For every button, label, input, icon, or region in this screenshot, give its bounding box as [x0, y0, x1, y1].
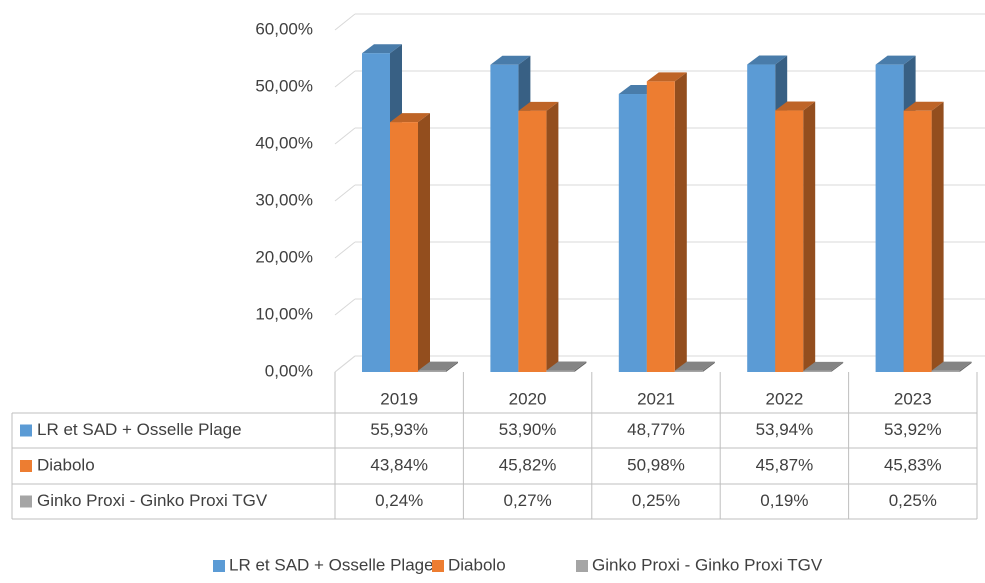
table-cell: 0,25% [632, 491, 680, 510]
y-tick-label: 20,00% [255, 247, 313, 266]
grid-line-side [334, 13, 356, 31]
table-legend-key [20, 424, 32, 437]
grid-line-side [334, 355, 356, 373]
bar-top [674, 361, 715, 371]
grid-line-side [334, 184, 356, 202]
bar-top [518, 101, 559, 111]
grid-line-side [334, 298, 356, 316]
y-tick-label: 60,00% [255, 19, 313, 38]
table-cell: 45,87% [756, 455, 814, 474]
legend-key [432, 560, 444, 572]
x-tick-label: 2021 [637, 389, 675, 408]
table-cell: 43,84% [370, 455, 428, 474]
bar-side [546, 101, 559, 373]
bar-side [574, 361, 587, 372]
bar-top [803, 361, 844, 371]
bar [618, 94, 647, 373]
bar [674, 370, 703, 372]
bar-top [390, 113, 430, 123]
table-cell: 0,19% [760, 491, 808, 510]
y-tick-label: 0,00% [265, 361, 313, 380]
x-tick-label: 2019 [380, 389, 418, 408]
bar-top [903, 101, 944, 111]
legend-label: LR et SAD + Osselle Plage [229, 555, 434, 574]
y-tick-label: 40,00% [255, 133, 313, 152]
y-tick-label: 30,00% [255, 190, 313, 209]
grid-line-side [334, 241, 356, 259]
bar [747, 64, 776, 373]
y-tick-label: 50,00% [255, 76, 313, 95]
table-cell: 48,77% [627, 420, 685, 439]
table-cell: 55,93% [370, 420, 428, 439]
bar-side [702, 361, 715, 372]
y-tick-label: 10,00% [255, 304, 313, 323]
legend-label: Ginko Proxi - Ginko Proxi TGV [592, 555, 823, 574]
table-cell: 53,92% [884, 420, 942, 439]
table-row-label: Ginko Proxi - Ginko Proxi TGV [37, 491, 268, 510]
bar-top [875, 55, 916, 65]
bar [875, 64, 904, 372]
grid-line-side [334, 127, 356, 145]
bar-side [674, 72, 687, 372]
bar-top [546, 361, 587, 371]
table-cell: 0,25% [889, 491, 937, 510]
bar-top [418, 361, 458, 371]
table-cell: 53,94% [756, 420, 814, 439]
table-cell: 0,27% [503, 491, 551, 510]
grid-line-side [334, 70, 356, 88]
bar-top [646, 72, 687, 82]
x-tick-label: 2022 [765, 389, 803, 408]
bar-top [490, 55, 531, 65]
bar-side [831, 361, 844, 372]
bar [931, 370, 960, 372]
bar-side [803, 101, 816, 372]
bar-side [418, 113, 430, 372]
bar [903, 110, 932, 373]
table-legend-key [20, 460, 32, 472]
table-row-label: LR et SAD + Osselle Plage [37, 420, 242, 439]
x-tick-label: 2020 [509, 389, 547, 408]
legend-key [576, 560, 588, 572]
bar [775, 110, 804, 372]
bar-side [959, 361, 972, 372]
bar [646, 81, 675, 372]
x-tick-label: 2023 [894, 389, 932, 408]
bar [418, 370, 446, 372]
legend-label: Diabolo [448, 555, 506, 574]
bar [546, 370, 575, 372]
legend-key [213, 560, 225, 572]
bar-side [931, 101, 944, 373]
bar-top [931, 361, 972, 371]
table-cell: 45,82% [499, 455, 557, 474]
table-legend-key [20, 495, 32, 508]
bar-side [446, 361, 458, 372]
bar-top [775, 101, 816, 111]
bar [803, 370, 832, 372]
bar-top [747, 55, 788, 65]
bar-top [362, 44, 402, 54]
table-cell: 0,24% [375, 491, 423, 510]
table-cell: 50,98% [627, 455, 685, 474]
bar [362, 53, 390, 372]
table-row-label: Diabolo [37, 455, 95, 474]
table-cell: 45,83% [884, 455, 942, 474]
bar [518, 110, 547, 373]
bar [490, 64, 519, 373]
table-cell: 53,90% [499, 420, 557, 439]
bar [390, 122, 418, 372]
